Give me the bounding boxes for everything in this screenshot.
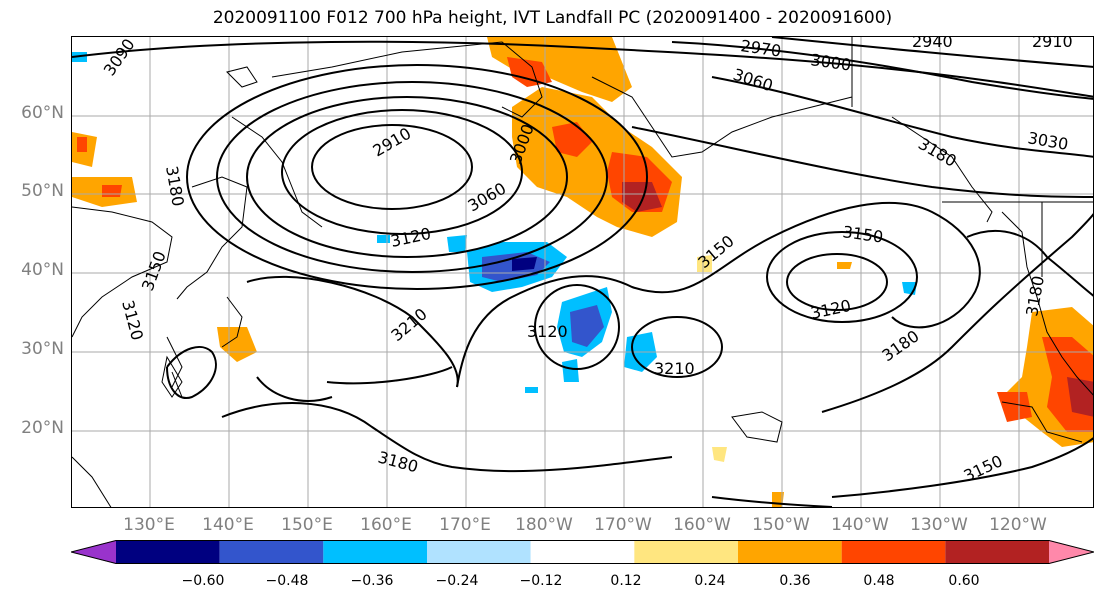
colorbar-segment [219,540,324,564]
lat-label-50n: 50°N [21,181,64,201]
map-panel[interactable]: 3090 2970 2940 2910 3060 3000 3030 2910 … [71,36,1094,508]
colorbar-segment [530,540,635,564]
lon-label-140w: 140°W [831,515,889,535]
colorbar-outline [71,540,1094,564]
contour-label: 3210 [654,359,695,378]
contour-label: 3150 [694,231,737,272]
colorbar-segment [427,540,531,564]
colorbar-segment [71,540,116,564]
colorbar-tick: 0.48 [863,573,895,589]
colorbar-segment [738,540,842,564]
colorbar-segment [841,540,946,564]
lat-label-30n: 30°N [21,339,64,359]
contour-label: 3060 [465,179,510,216]
graticule [72,37,1093,507]
contour-label: 3150 [841,222,884,246]
colorbar-tick: 0.36 [779,573,811,589]
chart-title: 2020091100 F012 700 hPa height, IVT Land… [212,8,893,28]
colorbar-tick: −0.60 [181,573,225,589]
contour-label: 2970 [739,37,782,61]
colorbar-segment [1049,540,1094,564]
lon-label-130w: 130°W [910,515,968,535]
colorbar-tick: −0.24 [435,573,479,589]
lon-label-170e: 170°E [439,515,491,535]
coastlines [72,41,1093,507]
colorbar-tick: 0.60 [948,573,980,589]
map-canvas: 3090 2970 2940 2910 3060 3000 3030 2910 … [72,37,1093,507]
contour-label: 3000 [809,50,852,74]
lon-label-150e: 150°E [281,515,333,535]
contour-label: 3120 [118,298,147,342]
lon-label-180w: 180°W [515,515,573,535]
colorbar-tick: 0.12 [610,573,642,589]
colorbar [71,540,1094,564]
lon-label-170w: 170°W [594,515,652,535]
ivt-negative-shading [72,52,917,393]
borders [851,37,1093,277]
colorbar-tick: 0.24 [694,573,726,589]
contour-label: 2910 [1032,37,1073,51]
contour-label: 3180 [162,164,188,207]
lat-label-40n: 40°N [21,260,64,280]
lon-label-160w: 160°W [673,515,731,535]
contour-label: 3120 [527,322,568,341]
colorbar-tick: −0.36 [350,573,394,589]
contour-label: 3180 [878,326,922,365]
contour-label: 3090 [100,37,139,79]
lon-label-140e: 140°E [202,515,254,535]
contour-label: 3060 [731,65,776,96]
contour-label: 3150 [138,249,170,294]
contour-label: 3120 [809,296,853,323]
lon-label-130e: 130°E [123,515,175,535]
contour-label: 3180 [915,134,960,171]
contour-label: 3180 [376,448,420,477]
contour-label: 3120 [389,224,433,251]
colorbar-segment [116,540,220,564]
contour-label: 3210 [387,304,430,345]
colorbar-segment [323,540,427,564]
ivt-positive-shading [72,37,1093,507]
colorbar-segment [945,540,1049,564]
contour-label: 3150 [961,451,1006,485]
colorbar-tick: −0.12 [519,573,563,589]
colorbar-tick: −0.48 [265,573,309,589]
lon-label-160e: 160°E [360,515,412,535]
lat-label-20n: 20°N [21,418,64,438]
colorbar-segment [634,540,738,564]
lon-label-120w: 120°W [989,515,1047,535]
lon-label-150w: 150°W [752,515,810,535]
contour-label: 2940 [912,37,953,51]
height-contours [72,37,1093,507]
contour-label: 2910 [370,124,415,161]
lat-label-60n: 60°N [21,103,64,123]
